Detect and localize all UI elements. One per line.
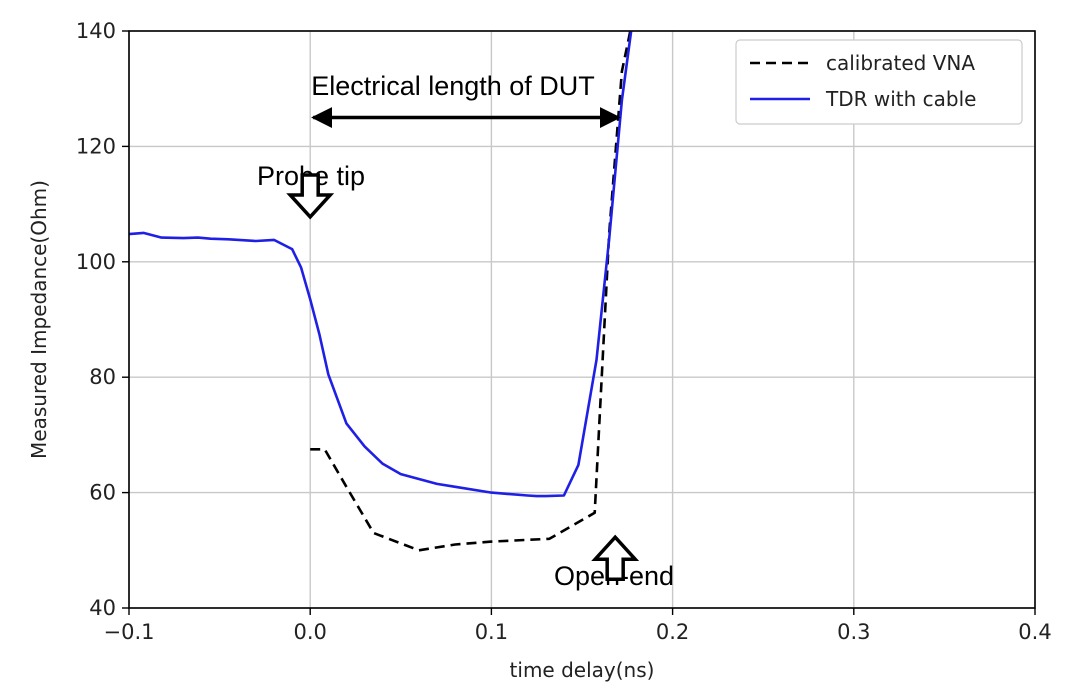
- y-tick-label: 120: [76, 134, 116, 158]
- legend: calibrated VNA TDR with cable: [735, 39, 1023, 125]
- y-tick-label: 100: [76, 250, 116, 274]
- plot-area: [129, 31, 633, 552]
- x-axis-label: time delay(ns): [510, 658, 655, 682]
- annotations: Electrical length of DUT Probe tip Open-…: [257, 71, 674, 591]
- x-tick-label: 0.3: [837, 620, 870, 644]
- probe-tip-arrow-icon: [286, 173, 335, 220]
- x-tick-label: 0.1: [475, 620, 508, 644]
- open-end-arrow-icon: [591, 534, 640, 581]
- axis-ticks: −0.1 0.0 0.1 0.2 0.3 0.4 40 60 80 100 120 140: [76, 19, 1052, 644]
- y-tick-label: 60: [89, 481, 116, 505]
- x-tick-label: −0.1: [104, 620, 155, 644]
- series-line-calibrated-vna: [310, 31, 632, 552]
- x-tick-label: 0.2: [656, 620, 689, 644]
- series-line-tdr-with-cable: [129, 31, 633, 498]
- x-tick-label: 0.0: [293, 620, 326, 644]
- y-tick-label: 140: [76, 19, 116, 43]
- legend-box: [735, 39, 1023, 125]
- legend-label-calibrated-vna: calibrated VNA: [826, 51, 975, 75]
- plot-frame: [128, 30, 1036, 609]
- y-axis-label: Measured Impedance(Ohm): [27, 180, 51, 459]
- annotation-electrical-length: Electrical length of DUT: [311, 71, 595, 101]
- y-tick-label: 40: [89, 596, 116, 620]
- y-tick-label: 80: [89, 365, 116, 389]
- legend-label-tdr-with-cable: TDR with cable: [825, 87, 976, 111]
- x-tick-label: 0.4: [1018, 620, 1051, 644]
